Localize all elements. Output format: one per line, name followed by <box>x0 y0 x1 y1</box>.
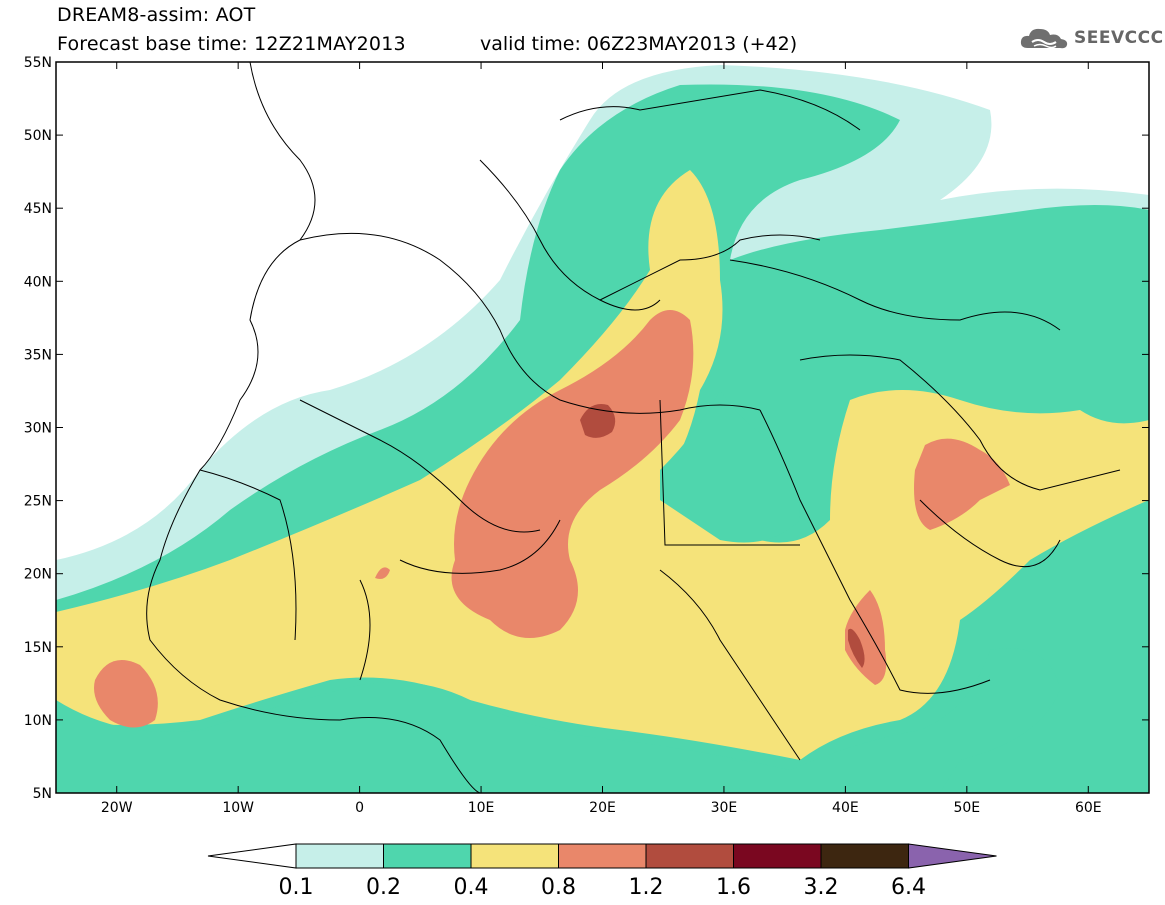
lat-tick-label: 55N <box>24 55 52 71</box>
chart-title: DREAM8-assim: AOT <box>57 4 256 26</box>
lon-tick-label: 40E <box>832 800 859 816</box>
colorbar-swatch <box>820 843 909 869</box>
colorbar-swatch <box>295 843 384 869</box>
lat-tick-label: 30N <box>24 421 52 437</box>
colorbar-label: 0.1 <box>279 875 314 900</box>
aot-contour-0.8-west <box>94 660 158 728</box>
colorbar-swatch <box>470 843 559 869</box>
logo-text: SEEVCCC <box>1074 28 1164 48</box>
lon-tick-label: 20W <box>101 800 133 816</box>
lat-tick-label: 10N <box>24 713 52 729</box>
aot-contour-0.8-central <box>451 310 694 638</box>
colorbar-label: 0.8 <box>541 875 576 900</box>
colorbar-swatch <box>558 843 647 869</box>
lat-tick-label: 35N <box>24 347 52 363</box>
lon-tick-label: 30E <box>711 800 738 816</box>
colorbar-label: 0.2 <box>366 875 401 900</box>
lat-tick-label: 5N <box>33 786 52 802</box>
lon-tick-label: 10E <box>468 800 495 816</box>
lat-tick-label: 40N <box>24 274 52 290</box>
aot-contour-0.2-south <box>56 648 1060 793</box>
aot-contour-0.8-small <box>375 567 390 579</box>
lon-tick-label: 10W <box>222 800 254 816</box>
aot-contour-0.8-arabia <box>914 438 1010 530</box>
lat-tick-label: 50N <box>24 128 52 144</box>
lon-tick-label: 20E <box>589 800 616 816</box>
lat-tick-label: 45N <box>24 201 52 217</box>
aot-contour-1.2-redsea <box>848 628 865 668</box>
coastlines <box>146 62 1121 793</box>
lon-tick-label: 60E <box>1075 800 1102 816</box>
colorbar-label: 0.4 <box>454 875 489 900</box>
aot-field <box>56 65 1149 793</box>
colorbar-swatch <box>733 843 822 869</box>
aot-contour-1.2 <box>580 404 616 438</box>
colorbar-under-arrow <box>207 843 297 869</box>
colorbar-label: 3.2 <box>804 875 839 900</box>
cloud-icon <box>1020 28 1068 49</box>
colorbar-swatch <box>645 843 734 869</box>
colorbar-swatch <box>383 843 472 869</box>
aot-contour-0.2-east <box>660 390 800 543</box>
colorbar-over-arrow <box>908 843 997 869</box>
aot-contour-0.8-redsea <box>845 590 887 685</box>
forecast-base-time: Forecast base time: 12Z21MAY2013 <box>57 33 406 55</box>
lon-tick-label: 0 <box>355 800 364 816</box>
colorbar-label: 1.6 <box>716 875 751 900</box>
latitude-axis: 55N 50N 45N 40N 35N 30N 25N 20N 15N 10N 5N <box>24 55 1149 802</box>
seevccc-logo: SEEVCCC <box>1018 24 1164 52</box>
lon-tick-label: 50E <box>953 800 980 816</box>
lat-tick-label: 25N <box>24 494 52 510</box>
colorbar-label: 6.4 <box>891 875 926 900</box>
colorbar-label: 1.2 <box>629 875 664 900</box>
longitude-axis: 20W 10W 0 10E 20E 30E 40E 50E 60E <box>101 62 1102 816</box>
lat-tick-label: 20N <box>24 567 52 583</box>
valid-time: valid time: 06Z23MAY2013 (+42) <box>480 33 798 55</box>
colorbar: 0.1 0.2 0.4 0.8 1.2 1.6 3.2 6.4 <box>207 843 997 900</box>
lat-tick-label: 15N <box>24 640 52 656</box>
